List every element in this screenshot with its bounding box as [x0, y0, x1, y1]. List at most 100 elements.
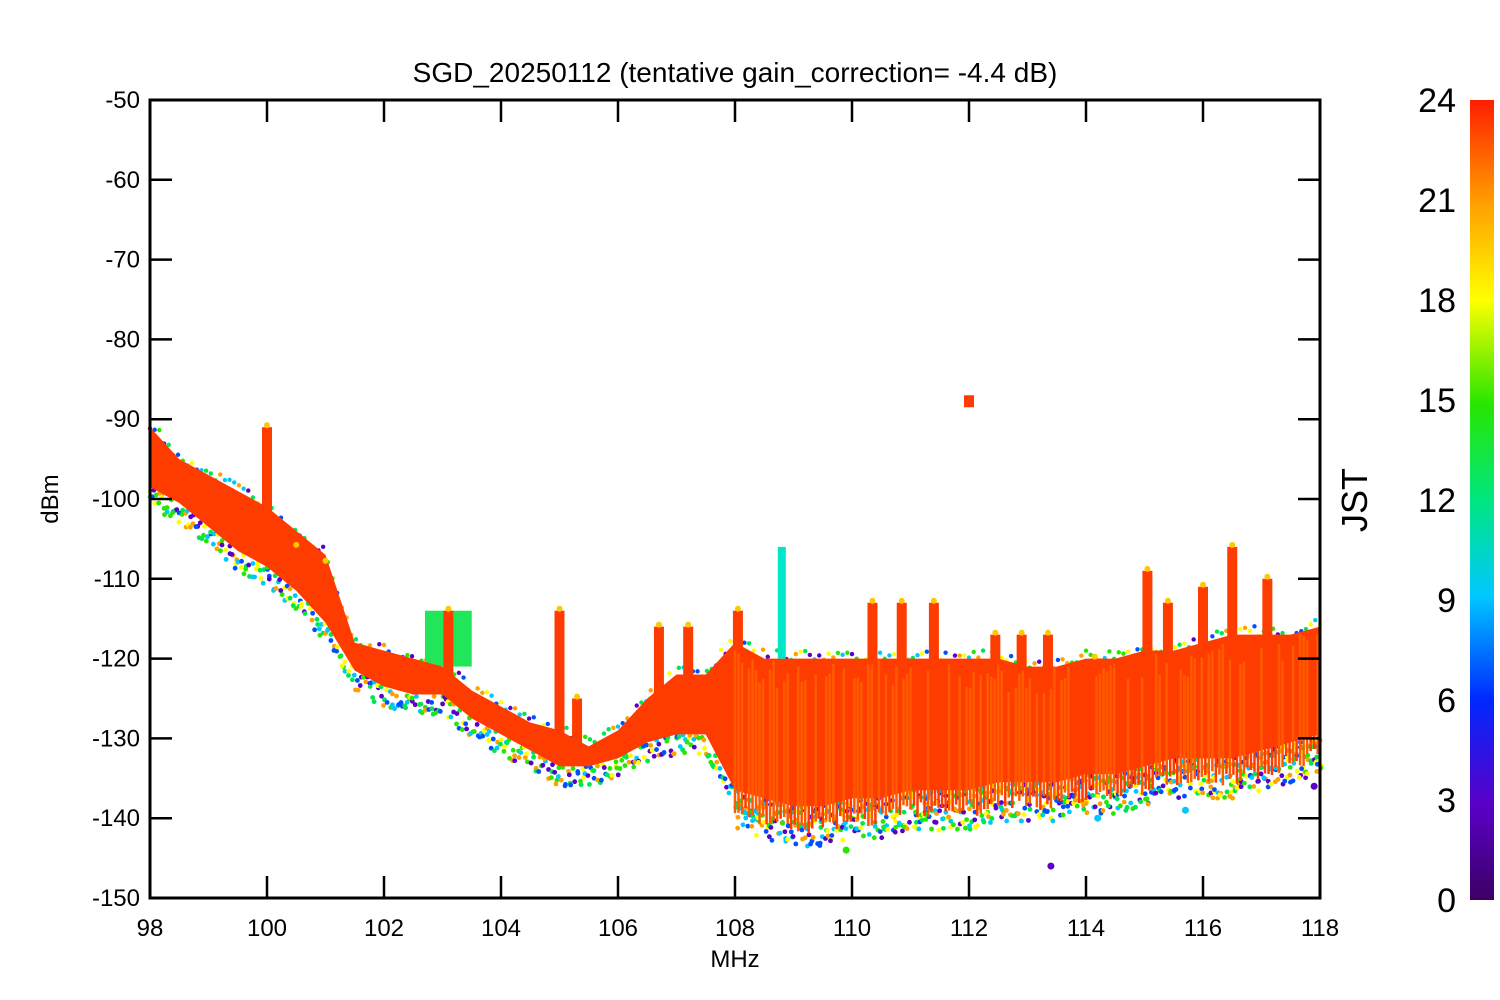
data-point — [429, 706, 435, 711]
data-point — [342, 659, 348, 665]
spike-tip — [1200, 581, 1206, 588]
data-point — [885, 827, 890, 833]
data-point — [766, 834, 772, 840]
data-point — [351, 672, 357, 678]
colorbar-tick-label: 3 — [1437, 782, 1456, 820]
spike — [867, 602, 878, 665]
data-point — [1251, 784, 1257, 789]
data-point — [179, 511, 185, 517]
data-point — [471, 729, 477, 734]
data-point — [684, 739, 690, 745]
data-point — [409, 654, 415, 659]
data-point — [1044, 809, 1050, 815]
data-point — [250, 561, 256, 566]
data-point — [429, 700, 435, 705]
spike-tip — [1018, 629, 1025, 636]
data-point — [860, 820, 866, 826]
data-point — [609, 772, 615, 778]
data-point — [346, 668, 352, 674]
data-point — [880, 819, 886, 824]
data-point — [550, 762, 555, 768]
y-tick-label: -70 — [105, 247, 140, 274]
data-point — [316, 626, 322, 632]
data-point — [1217, 792, 1223, 798]
spike-tip — [1044, 629, 1051, 636]
data-point — [999, 655, 1004, 661]
data-point — [1182, 774, 1188, 780]
colorbar — [1470, 100, 1494, 900]
data-point — [189, 460, 195, 466]
data-point — [218, 548, 223, 554]
spike — [964, 395, 974, 408]
data-point — [292, 593, 298, 599]
data-point — [667, 671, 672, 676]
data-point — [817, 653, 822, 658]
data-point — [498, 699, 504, 705]
data-point — [205, 534, 210, 540]
data-point — [916, 826, 922, 832]
data-point — [498, 741, 503, 747]
data-point — [480, 733, 486, 739]
data-point — [702, 745, 708, 751]
data-point — [622, 763, 628, 768]
outlier-point — [1047, 862, 1055, 870]
spike — [1227, 546, 1238, 641]
data-point — [749, 823, 755, 829]
data-point — [522, 711, 527, 716]
spike — [1016, 634, 1027, 671]
data-point — [708, 759, 714, 765]
data-point — [266, 576, 272, 582]
data-point — [1060, 804, 1066, 810]
data-point — [611, 725, 616, 730]
data-point — [1101, 794, 1106, 800]
data-point — [461, 675, 466, 680]
data-point — [164, 509, 170, 515]
data-point — [517, 712, 522, 717]
data-point — [1073, 797, 1078, 803]
data-point — [607, 765, 613, 771]
data-point — [152, 500, 158, 506]
data-point — [943, 650, 948, 655]
data-point — [951, 822, 956, 828]
data-point — [676, 734, 682, 740]
data-point — [563, 782, 568, 787]
data-point — [840, 837, 846, 843]
data-point — [512, 753, 517, 759]
data-point — [456, 670, 462, 676]
data-point — [1050, 807, 1056, 813]
data-point — [1158, 789, 1164, 795]
x-tick-label: 118 — [1301, 915, 1339, 942]
data-point — [802, 835, 808, 841]
data-point — [1021, 812, 1027, 817]
data-point — [1176, 795, 1182, 801]
data-point — [1287, 772, 1293, 778]
data-point — [648, 743, 654, 748]
data-point — [1097, 801, 1103, 807]
data-point — [1209, 778, 1215, 784]
data-point — [1219, 631, 1224, 636]
data-point — [1122, 793, 1127, 799]
data-point — [1199, 786, 1205, 792]
data-point — [891, 652, 897, 657]
data-point — [193, 524, 199, 530]
y-tick-label: -100 — [92, 486, 140, 513]
colorbar-tick-label: 9 — [1437, 582, 1456, 620]
data-point — [1182, 641, 1187, 646]
data-point — [790, 833, 796, 839]
data-point — [346, 673, 351, 678]
data-point — [1230, 779, 1236, 785]
data-point — [601, 765, 607, 770]
data-point — [671, 751, 677, 757]
x-tick-label: 98 — [137, 915, 164, 942]
data-point — [785, 823, 791, 829]
data-point — [1314, 768, 1320, 774]
spike-tip — [1144, 565, 1151, 572]
data-point — [459, 727, 465, 733]
y-tick-label: -90 — [105, 406, 140, 433]
data-point — [190, 521, 196, 527]
data-point — [486, 738, 492, 743]
x-tick-label: 116 — [1184, 915, 1222, 942]
data-point — [1222, 795, 1227, 800]
data-point — [1008, 653, 1014, 659]
